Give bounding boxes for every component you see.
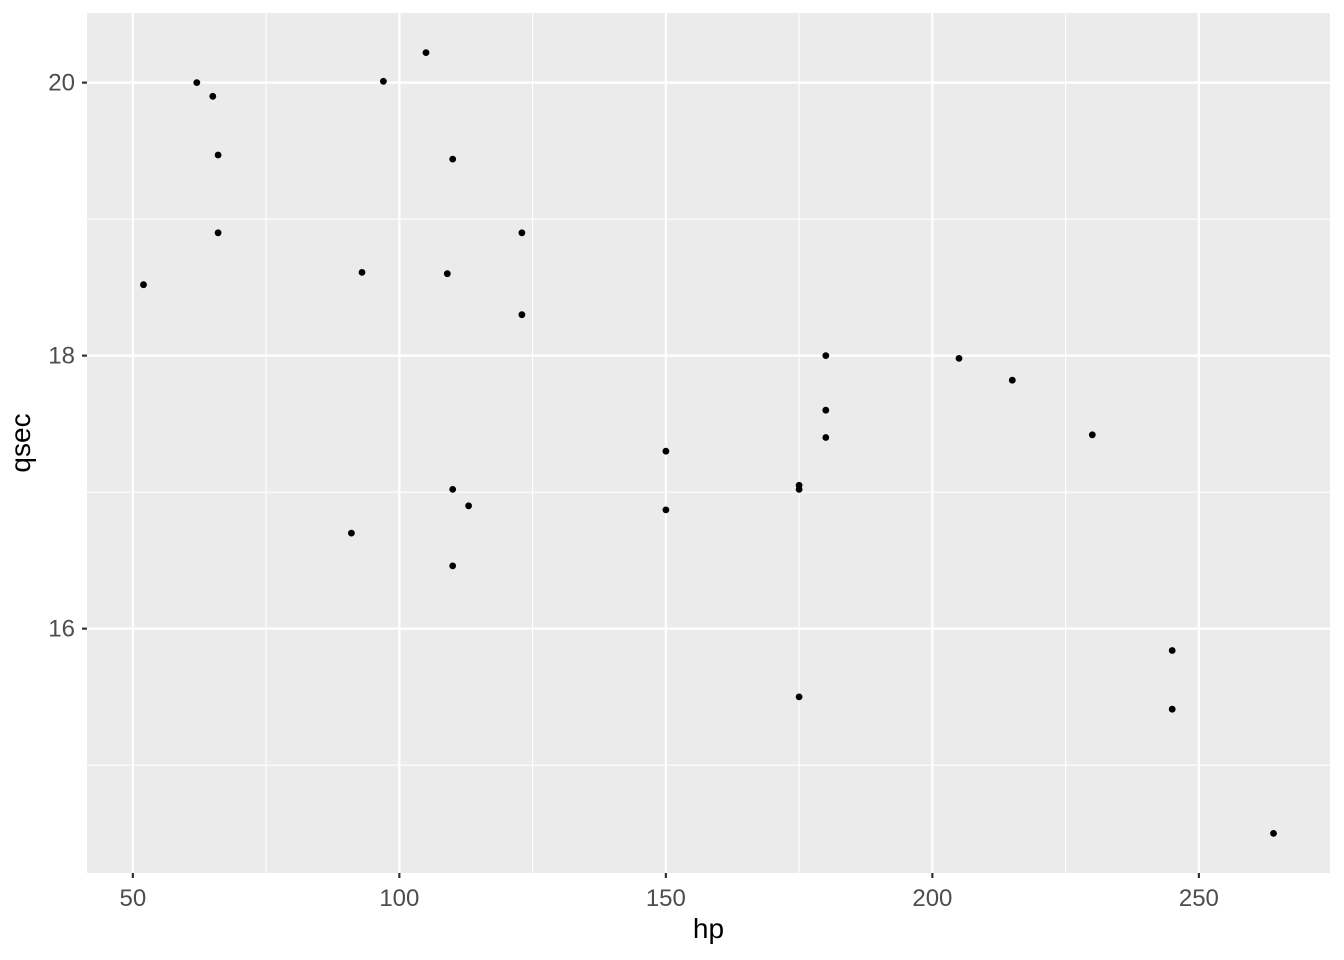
y-axis-title: qsec: [5, 413, 36, 472]
x-tick-label: 150: [646, 885, 686, 912]
y-axis-tick-labels: 16 18 20: [48, 70, 75, 643]
data-points: [140, 49, 1277, 837]
data-point: [662, 506, 670, 514]
data-point: [1168, 647, 1176, 654]
x-tick-label: 100: [379, 885, 419, 912]
data-point: [795, 693, 803, 701]
x-axis-tick-labels: 50 100 150 200 250: [119, 885, 1218, 912]
y-tick-label: 16: [48, 616, 75, 643]
data-point: [465, 502, 472, 510]
data-point: [422, 49, 430, 56]
data-point: [380, 77, 387, 85]
data-point: [209, 92, 217, 100]
data-point: [795, 481, 803, 489]
x-axis-title: hp: [693, 913, 724, 944]
major-gridlines: [87, 13, 1330, 873]
data-point: [1008, 376, 1016, 384]
data-point: [443, 270, 451, 278]
plot-panel: [87, 13, 1330, 873]
x-tick-label: 50: [119, 885, 146, 912]
data-point: [518, 311, 526, 319]
x-tick-label: 200: [912, 885, 952, 912]
data-point: [140, 281, 147, 289]
data-point: [449, 155, 457, 163]
data-point: [214, 151, 222, 159]
y-tick-label: 18: [48, 343, 75, 370]
data-point: [518, 229, 526, 237]
data-point: [822, 434, 830, 441]
data-point: [449, 562, 457, 570]
x-tick-label: 250: [1179, 885, 1219, 912]
y-tick-label: 20: [48, 70, 75, 97]
data-point: [1088, 431, 1096, 439]
x-axis-tick-marks: [131, 873, 1200, 878]
data-point: [214, 229, 222, 237]
data-point: [955, 355, 963, 362]
minor-gridlines: [87, 13, 1330, 873]
data-point: [449, 486, 457, 493]
data-point: [662, 447, 670, 455]
data-point: [1270, 830, 1277, 837]
data-point: [1168, 705, 1176, 713]
data-point: [193, 79, 201, 86]
data-point: [348, 529, 355, 537]
y-axis-tick-marks: [82, 81, 87, 630]
data-point: [822, 406, 830, 414]
data-point: [822, 352, 830, 359]
data-point: [358, 269, 366, 276]
